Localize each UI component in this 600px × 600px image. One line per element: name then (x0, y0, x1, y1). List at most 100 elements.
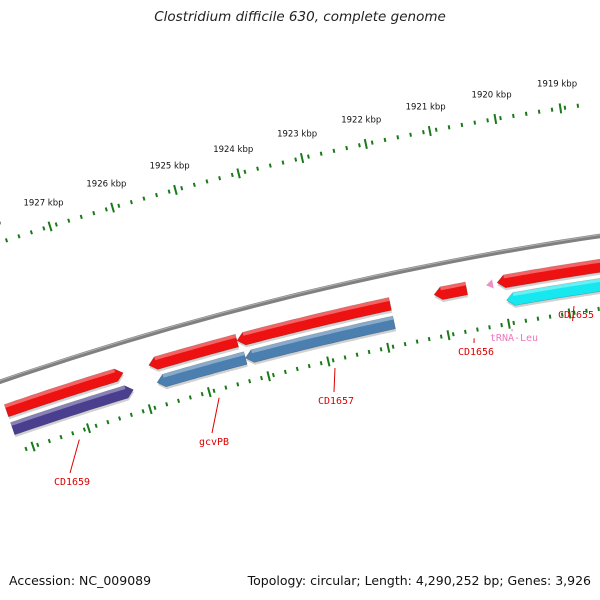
inner-minor-tick (536, 316, 540, 321)
cds-cd1657 (244, 315, 396, 363)
trna-leu-marker (486, 278, 495, 289)
ruler-minor-tick (537, 109, 541, 114)
inner-minor-tick (106, 419, 110, 425)
leader-line (572, 305, 575, 322)
inner-ruler (24, 306, 600, 452)
ruler-minor-tick (307, 154, 310, 159)
map-title: Clostridium difficile 630, complete geno… (154, 9, 446, 25)
cds-forward-left-sheen (4, 368, 116, 408)
ruler-minor-tick (460, 122, 464, 128)
ruler-minor-tick (155, 192, 159, 198)
inner-minor-tick (24, 446, 28, 452)
ruler-minor-tick (281, 160, 285, 165)
ruler-minor-tick (192, 182, 196, 188)
kbp-label: 1926 kbp (86, 179, 126, 189)
inner-minor-tick (141, 409, 145, 414)
label-leaders (69, 305, 575, 474)
genome-summary-text: Topology: circular; Length: 4,290,252 bp… (247, 573, 591, 588)
cds-cd1657-sheen (251, 316, 394, 354)
cds-forward-gcvpa (148, 333, 239, 370)
ruler-minor-tick (92, 210, 96, 216)
cds-forward-cd1655-sheen (503, 259, 600, 279)
outer-ruler (4, 103, 580, 243)
ruler-minor-tick (499, 115, 502, 121)
inner-minor-tick (36, 442, 40, 448)
ruler-minor-tick (383, 137, 387, 143)
leader-line (333, 368, 336, 393)
ruler-minor-tick (447, 125, 451, 130)
kbp-label: 1922 kbp (341, 115, 381, 125)
inner-minor-tick (129, 412, 133, 418)
inner-minor-tick (248, 379, 252, 384)
inner-minor-tick (47, 438, 51, 444)
inner-minor-tick (271, 372, 275, 378)
backbone-line (0, 233, 600, 385)
genome-backbone (0, 233, 600, 385)
gene-label: CD1655 (558, 310, 594, 321)
gene-label: gcvPB (199, 437, 229, 448)
inner-major-tick (30, 441, 36, 452)
inner-minor-tick (379, 347, 383, 352)
kbp-label: 1925 kbp (150, 162, 190, 172)
ruler-major-tick (427, 125, 432, 137)
inner-minor-tick (439, 334, 443, 339)
inner-minor-tick (391, 344, 395, 349)
inner-minor-tick (415, 339, 419, 344)
inner-minor-tick (200, 391, 204, 397)
cds-cd1659-sheen (10, 385, 126, 426)
inner-minor-tick (331, 358, 335, 363)
accession-text: Accession: NC_009089 (9, 573, 152, 588)
inner-major-tick (266, 371, 271, 382)
inner-minor-tick (82, 427, 86, 432)
inner-minor-tick (295, 366, 299, 372)
ruler-minor-tick (142, 196, 146, 201)
kbp-label: 1927 kbp (23, 198, 63, 208)
gene-label: CD1657 (318, 396, 354, 407)
inner-minor-tick (212, 388, 216, 394)
ruler-major-tick (363, 138, 368, 150)
inner-minor-tick (512, 320, 516, 326)
ruler-minor-tick (396, 135, 400, 140)
ruler-minor-tick (409, 132, 412, 137)
kbp-label: 1923 kbp (277, 130, 317, 140)
ruler-minor-tick (117, 203, 121, 208)
ruler-minor-tick (29, 230, 33, 235)
cds-forward-mid (236, 297, 392, 346)
ruler-minor-tick (180, 185, 184, 191)
gene-track (3, 258, 600, 438)
inner-minor-tick (307, 363, 311, 369)
ruler-minor-tick (358, 143, 361, 148)
inner-major-tick (86, 423, 92, 434)
ruler-minor-tick (67, 218, 71, 223)
kbp-label: 1920 kbp (472, 90, 512, 100)
ruler-minor-tick (422, 130, 425, 135)
ruler-minor-tick (524, 111, 528, 116)
cds-cyan-sheen (512, 278, 600, 296)
inner-minor-tick (224, 385, 228, 390)
inner-minor-tick (188, 395, 192, 400)
inner-minor-tick (283, 369, 287, 375)
inner-minor-tick (118, 416, 122, 421)
inner-minor-tick (153, 405, 157, 410)
ruler-minor-tick (54, 222, 58, 227)
kbp-label: 1924 kbp (213, 145, 253, 155)
ruler-minor-tick (42, 226, 46, 231)
cds-cd1659 (10, 385, 134, 436)
ruler-minor-tick (243, 169, 247, 174)
kbp-label: 1921 kbp (406, 102, 446, 112)
ruler-minor-tick (17, 234, 21, 239)
ruler-minor-tick (370, 140, 374, 145)
inner-minor-tick (573, 310, 576, 315)
ruler-major-tick (47, 221, 53, 232)
inner-minor-tick (500, 322, 503, 328)
gene-label: tRNA-Leu (490, 333, 538, 344)
inner-major-tick (147, 404, 153, 415)
inner-major-tick (206, 387, 212, 398)
inner-minor-tick (524, 318, 528, 323)
ruler-minor-tick (129, 199, 133, 205)
inner-minor-tick (427, 336, 431, 342)
inner-minor-tick (403, 341, 407, 347)
inner-major-tick (507, 318, 511, 329)
ruler-major-tick (110, 202, 115, 213)
cds-forward-mid-sheen (242, 297, 390, 336)
